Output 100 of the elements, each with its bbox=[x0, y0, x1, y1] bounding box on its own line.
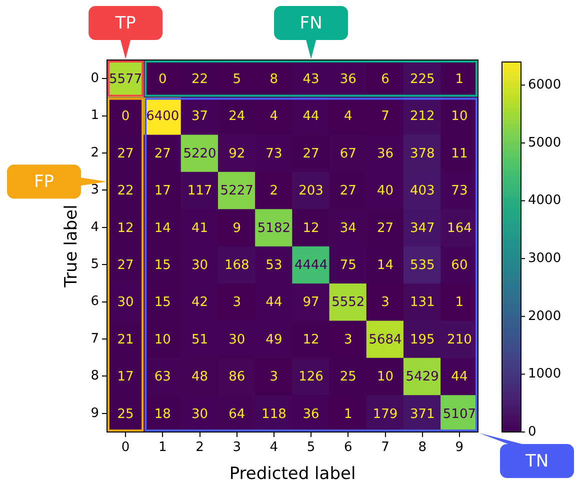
data-label: 86 bbox=[228, 370, 246, 385]
data-label: 5182 bbox=[257, 220, 290, 236]
text: FP bbox=[34, 172, 54, 192]
data-label: 195 bbox=[410, 332, 435, 348]
x-tick-label: 6 bbox=[344, 440, 352, 456]
data-label: 25 bbox=[117, 406, 134, 422]
data-label: 12 bbox=[302, 332, 320, 348]
data-label: 44 bbox=[302, 109, 320, 124]
data-label: 8 bbox=[270, 72, 278, 87]
data-label: 14 bbox=[376, 258, 394, 273]
y-tick-label: 7 bbox=[90, 331, 99, 346]
data-label: 9 bbox=[232, 220, 241, 236]
data-label: 27 bbox=[376, 220, 394, 236]
data-label: 37 bbox=[191, 109, 208, 124]
data-label: 131 bbox=[410, 295, 435, 310]
data-label: 73 bbox=[266, 146, 282, 162]
data-label: 10 bbox=[451, 109, 468, 124]
data-label: 36 bbox=[340, 72, 356, 87]
x-axis-title: Predicted label bbox=[229, 464, 356, 484]
color-bar-label: 3000 bbox=[528, 250, 562, 266]
y-tick-label: 0 bbox=[90, 70, 99, 86]
data-label: 5684 bbox=[368, 332, 402, 348]
data-label: 21 bbox=[117, 332, 134, 348]
data-label: 164 bbox=[447, 220, 472, 236]
y-tick-label: 4 bbox=[90, 220, 99, 235]
data-label: 117 bbox=[187, 184, 212, 199]
data-label: 27 bbox=[340, 184, 356, 199]
data-label: 347 bbox=[410, 220, 435, 236]
data-label: 2 bbox=[270, 184, 278, 199]
data-label: 48 bbox=[191, 370, 208, 385]
data-label: 179 bbox=[372, 406, 398, 422]
color-bar-label: 1000 bbox=[528, 366, 562, 382]
data-label: 1 bbox=[455, 295, 464, 310]
data-label: 5227 bbox=[220, 184, 254, 199]
data-label: 30 bbox=[117, 295, 134, 310]
y-tick-label: 2 bbox=[90, 145, 99, 160]
data-label: 22 bbox=[191, 72, 208, 87]
data-label: 63 bbox=[154, 370, 171, 385]
data-label: 53 bbox=[266, 258, 282, 273]
data-label: 36 bbox=[302, 406, 320, 422]
data-label: 43 bbox=[302, 72, 320, 87]
y-tick-label: 8 bbox=[90, 368, 99, 384]
y-axis-title: True label bbox=[62, 204, 82, 288]
data-label: 403 bbox=[410, 184, 435, 199]
color-bar-label: 4000 bbox=[528, 193, 562, 208]
data-label: 42 bbox=[191, 295, 208, 310]
data-label: 210 bbox=[447, 332, 472, 348]
data-label: 10 bbox=[376, 370, 394, 385]
data-label: 44 bbox=[266, 295, 282, 310]
data-label: 535 bbox=[410, 258, 435, 273]
x-tick-label: 2 bbox=[196, 440, 204, 456]
data-label: 49 bbox=[266, 332, 282, 348]
data-label: 212 bbox=[410, 109, 435, 124]
data-label: 24 bbox=[228, 109, 246, 124]
data-label: 12 bbox=[302, 220, 320, 236]
data-label: 118 bbox=[262, 406, 286, 422]
data-label: 97 bbox=[302, 295, 320, 310]
data-label: 15 bbox=[154, 258, 171, 273]
data-label: 11 bbox=[451, 146, 468, 162]
x-tick-label: 9 bbox=[455, 440, 464, 456]
data-label: 27 bbox=[154, 146, 171, 162]
x-tick-label: 8 bbox=[418, 440, 426, 456]
data-label: 75 bbox=[340, 258, 356, 273]
data-label: 3 bbox=[270, 370, 278, 385]
data-label: 27 bbox=[117, 258, 134, 273]
color-bar-label: 5000 bbox=[528, 135, 562, 150]
data-label: 34 bbox=[340, 220, 356, 236]
y-tick-label: 1 bbox=[90, 108, 99, 124]
data-label: 25 bbox=[340, 370, 356, 385]
data-label: 3 bbox=[344, 332, 352, 348]
data-label: 10 bbox=[154, 332, 171, 348]
data-label: 1 bbox=[455, 72, 464, 87]
data-label: 30 bbox=[191, 406, 208, 422]
x-tick-label: 1 bbox=[158, 440, 167, 456]
data-label: 15 bbox=[154, 295, 171, 310]
data-label: 5107 bbox=[442, 406, 476, 422]
text: TN bbox=[524, 451, 549, 472]
data-label: 18 bbox=[154, 406, 171, 422]
data-label: 371 bbox=[410, 406, 435, 422]
data-label: 36 bbox=[376, 146, 394, 162]
color-bar-label: 2000 bbox=[528, 308, 562, 324]
data-label: 4 bbox=[270, 109, 278, 124]
data-label: 51 bbox=[191, 332, 208, 348]
data-label: 22 bbox=[117, 184, 134, 199]
data-label: 67 bbox=[340, 146, 356, 162]
x-tick-label: 3 bbox=[232, 440, 241, 456]
color-bar-label: 6000 bbox=[528, 78, 562, 92]
data-label: 3 bbox=[381, 295, 390, 310]
data-label: 17 bbox=[117, 370, 134, 385]
data-label: 30 bbox=[228, 332, 246, 348]
data-label: 0 bbox=[121, 109, 130, 124]
data-label: 5 bbox=[232, 72, 241, 87]
y-tick-label: 6 bbox=[90, 294, 99, 310]
text: FN bbox=[300, 13, 322, 34]
data-label: 378 bbox=[410, 146, 435, 162]
data-label: 44 bbox=[451, 370, 468, 385]
data-label: 12 bbox=[117, 220, 134, 236]
data-label: 5577 bbox=[109, 72, 142, 87]
data-label: 40 bbox=[376, 184, 394, 199]
data-label: 225 bbox=[410, 72, 435, 87]
